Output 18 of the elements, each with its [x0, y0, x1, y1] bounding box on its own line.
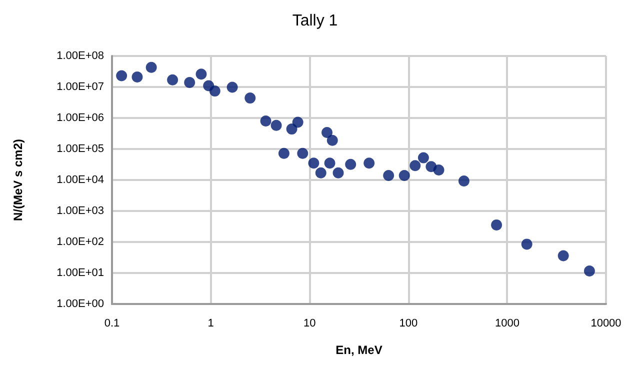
x-tick-label: 100	[399, 318, 418, 330]
y-tick-label: 1.00E+00	[56, 298, 104, 310]
x-tick-label: 10	[303, 318, 316, 330]
x-axis-title: En, MeV	[336, 343, 382, 357]
x-tick-label: 1	[208, 318, 214, 330]
y-tick-label: 1.00E+07	[56, 81, 104, 93]
y-tick-label: 1.00E+02	[56, 236, 104, 248]
y-tick-label: 1.00E+06	[56, 112, 104, 124]
y-tick-label: 1.00E+03	[56, 205, 104, 217]
y-tick-label: 1.00E+08	[56, 50, 104, 62]
x-tick-label: 1000	[494, 318, 520, 330]
y-tick-label: 1.00E+01	[56, 267, 104, 279]
y-tick-label: 1.00E+05	[56, 143, 104, 155]
chart-title: Tally 1	[292, 12, 338, 30]
y-tick-label: 1.00E+04	[56, 174, 104, 186]
y-axis-title: N/(MeV s cm2)	[11, 138, 25, 222]
x-tick-label: 0.1	[104, 318, 120, 330]
x-tick-label: 10000	[590, 318, 622, 330]
